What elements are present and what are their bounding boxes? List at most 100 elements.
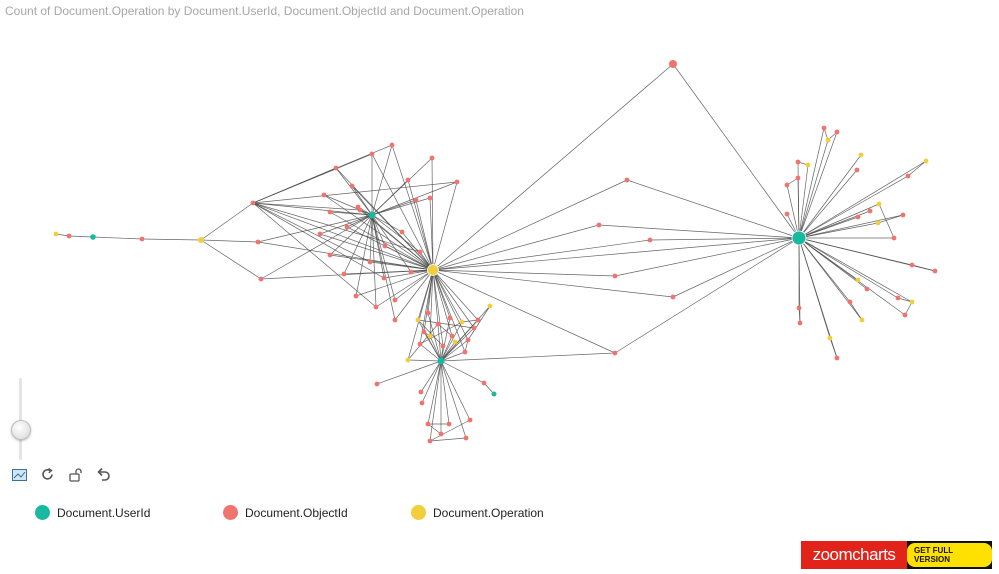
object-node[interactable] (258, 276, 264, 282)
object-node[interactable] (357, 207, 363, 213)
object-node[interactable] (419, 400, 425, 406)
object-node[interactable] (327, 209, 333, 215)
operation-node[interactable] (909, 299, 915, 305)
object-node[interactable] (349, 183, 355, 189)
operation-node[interactable] (415, 317, 421, 323)
operation-node[interactable] (875, 220, 881, 226)
operation-node[interactable] (923, 158, 929, 164)
object-node[interactable] (369, 151, 375, 157)
user-node[interactable] (491, 391, 497, 397)
operation-node[interactable] (427, 264, 439, 276)
object-node[interactable] (418, 389, 424, 395)
object-node[interactable] (327, 252, 333, 258)
user-node[interactable] (90, 234, 96, 240)
object-node[interactable] (392, 297, 398, 303)
object-node[interactable] (900, 212, 906, 218)
operation-node[interactable] (459, 319, 465, 325)
object-node[interactable] (834, 129, 840, 135)
object-node[interactable] (367, 259, 373, 265)
display-mode-icon[interactable] (11, 466, 28, 483)
object-node[interactable] (446, 421, 452, 427)
operation-node[interactable] (876, 201, 882, 207)
operation-node[interactable] (452, 339, 458, 345)
operation-node[interactable] (859, 317, 865, 323)
get-full-version-button[interactable]: GET FULL VERSION (907, 541, 992, 569)
object-node[interactable] (373, 304, 379, 310)
operation-node[interactable] (858, 152, 864, 158)
object-node[interactable] (647, 237, 653, 243)
object-node[interactable] (139, 236, 145, 242)
object-node[interactable] (408, 269, 414, 275)
object-node[interactable] (834, 355, 840, 361)
object-node[interactable] (864, 286, 870, 292)
object-node[interactable] (612, 350, 618, 356)
object-node[interactable] (784, 182, 790, 188)
object-node[interactable] (932, 268, 938, 274)
object-node[interactable] (317, 231, 323, 237)
object-node[interactable] (463, 435, 469, 441)
object-node[interactable] (421, 329, 427, 335)
object-node[interactable] (435, 321, 441, 327)
operation-node[interactable] (53, 231, 59, 237)
legend-item-object[interactable]: Document.ObjectId (223, 505, 348, 520)
object-node[interactable] (475, 317, 481, 323)
operation-node[interactable] (405, 357, 411, 363)
object-node[interactable] (624, 177, 630, 183)
object-node[interactable] (784, 211, 790, 217)
operation-node[interactable] (427, 333, 433, 339)
object-node[interactable] (427, 438, 433, 444)
object-node[interactable] (891, 235, 897, 241)
object-node[interactable] (454, 179, 460, 185)
object-node[interactable] (344, 224, 350, 230)
object-node[interactable] (895, 295, 901, 301)
object-node[interactable] (399, 229, 405, 235)
object-node[interactable] (440, 343, 446, 349)
object-node[interactable] (321, 192, 327, 198)
object-node[interactable] (353, 293, 359, 299)
back-icon[interactable] (95, 466, 112, 483)
object-node[interactable] (902, 312, 908, 318)
object-node[interactable] (481, 380, 487, 386)
object-node[interactable] (66, 233, 72, 239)
object-node[interactable] (447, 315, 453, 321)
object-node[interactable] (374, 381, 380, 387)
object-node[interactable] (854, 167, 860, 173)
object-node[interactable] (250, 200, 256, 206)
object-node[interactable] (795, 175, 801, 181)
object-node[interactable] (425, 421, 431, 427)
object-node[interactable] (449, 333, 455, 339)
object-node[interactable] (405, 177, 411, 183)
object-node[interactable] (905, 173, 911, 179)
object-node[interactable] (867, 208, 873, 214)
object-node[interactable] (255, 239, 261, 245)
object-node[interactable] (669, 60, 677, 68)
object-node[interactable] (382, 243, 388, 249)
object-node[interactable] (596, 222, 602, 228)
object-node[interactable] (438, 431, 444, 437)
operation-node[interactable] (805, 162, 811, 168)
object-node[interactable] (797, 320, 803, 326)
object-node[interactable] (909, 262, 915, 268)
operation-node[interactable] (198, 237, 204, 243)
zoom-slider-track[interactable] (19, 378, 22, 460)
object-node[interactable] (847, 299, 853, 305)
object-node[interactable] (392, 317, 398, 323)
user-node[interactable] (437, 357, 445, 365)
zoom-slider-handle[interactable] (11, 420, 31, 440)
operation-node[interactable] (855, 277, 861, 283)
object-node[interactable] (417, 249, 423, 255)
object-node[interactable] (465, 337, 471, 343)
object-node[interactable] (425, 310, 431, 316)
object-node[interactable] (381, 275, 387, 281)
refresh-icon[interactable] (39, 466, 56, 483)
brand-banner[interactable]: zoomcharts GET FULL VERSION (801, 541, 992, 569)
operation-node[interactable] (487, 303, 493, 309)
unlock-icon[interactable] (67, 466, 84, 483)
object-node[interactable] (417, 341, 423, 347)
legend-item-operation[interactable]: Document.Operation (411, 505, 544, 520)
object-node[interactable] (855, 214, 861, 220)
object-node[interactable] (462, 349, 468, 355)
object-node[interactable] (821, 125, 827, 131)
object-node[interactable] (341, 271, 347, 277)
